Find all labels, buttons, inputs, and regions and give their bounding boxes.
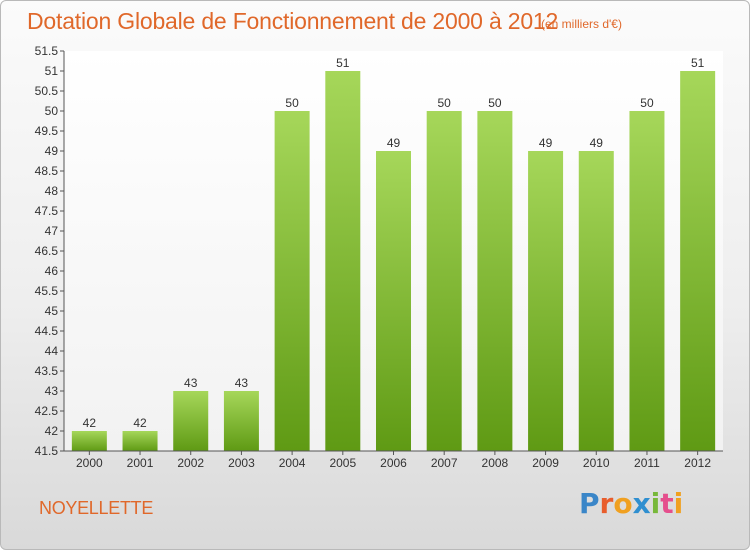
x-tick-label: 2006 [380,456,407,470]
x-tick-label: 2003 [228,456,255,470]
logo-letter: P [579,487,600,520]
bar-2005 [325,71,361,451]
y-tick-label: 44 [45,344,59,358]
y-tick-label: 46.5 [35,244,59,258]
x-tick-label: 2001 [127,456,154,470]
x-tick-label: 2010 [583,456,610,470]
x-tick-label: 2011 [634,456,660,470]
x-tick-label: 2009 [532,456,559,470]
bar-value-label: 50 [285,96,299,110]
logo-letter: t [660,487,674,520]
y-tick-label: 48.5 [35,164,59,178]
chart-title: Dotation Globale de Fonctionnement de 20… [27,8,559,34]
bar-2002 [173,391,209,451]
x-tick-label: 2012 [684,456,711,470]
x-tick-label: 2004 [279,456,306,470]
y-tick-label: 49.5 [35,124,59,138]
y-tick-label: 45 [45,304,59,318]
y-tick-label: 50.5 [35,84,59,98]
bar-2000 [71,431,107,451]
bar-value-label: 42 [133,416,147,430]
bar-2007 [426,111,462,451]
logo-letter: i [650,487,661,520]
bar-2001 [122,431,158,451]
x-tick-label: 2008 [482,456,509,470]
y-tick-label: 51.5 [35,44,59,58]
y-tick-label: 43.5 [35,364,59,378]
bar-2012 [680,71,716,451]
x-tick-label: 2000 [76,456,103,470]
logo-letter: o [613,487,633,520]
x-tick-label: 2005 [329,456,356,470]
bar-2008 [477,111,513,451]
bar-value-label: 49 [590,136,604,150]
bar-value-label: 49 [539,136,553,150]
bar-value-label: 51 [336,56,350,70]
bar-value-label: 42 [83,416,97,430]
bar-2004 [274,111,310,451]
y-tick-label: 45.5 [35,284,59,298]
bar-value-label: 50 [488,96,502,110]
chart-subtitle: (en milliers d'€) [541,17,622,31]
bar-value-label: 43 [235,376,249,390]
y-tick-label: 47.5 [35,204,59,218]
bar-2010 [578,151,614,451]
x-tick-label: 2007 [431,456,458,470]
y-tick-label: 51 [45,64,59,78]
bar-2009 [528,151,564,451]
y-tick-label: 49 [45,144,59,158]
y-tick-label: 50 [45,104,59,118]
bar-value-label: 51 [691,56,705,70]
y-tick-label: 42.5 [35,404,59,418]
x-tick-label: 2002 [177,456,204,470]
y-tick-label: 42 [45,424,59,438]
bar-value-label: 43 [184,376,198,390]
bar-value-label: 50 [640,96,654,110]
bar-value-label: 50 [438,96,452,110]
logo-letter: x [632,487,651,520]
y-tick-label: 44.5 [35,324,59,338]
y-tick-label: 43 [45,384,59,398]
y-tick-label: 46 [45,264,59,278]
bar-2003 [223,391,259,451]
y-tick-label: 48 [45,184,59,198]
bar-2011 [629,111,665,451]
proxiti-logo: Proxiti [579,487,683,520]
bar-2006 [376,151,411,451]
y-tick-label: 41.5 [35,444,59,458]
logo-letter: r [599,487,614,520]
y-tick-label: 47 [45,224,59,238]
commune-name: NOYELLETTE [39,498,154,518]
logo-letter: i [673,487,684,520]
bar-value-label: 49 [387,136,401,150]
